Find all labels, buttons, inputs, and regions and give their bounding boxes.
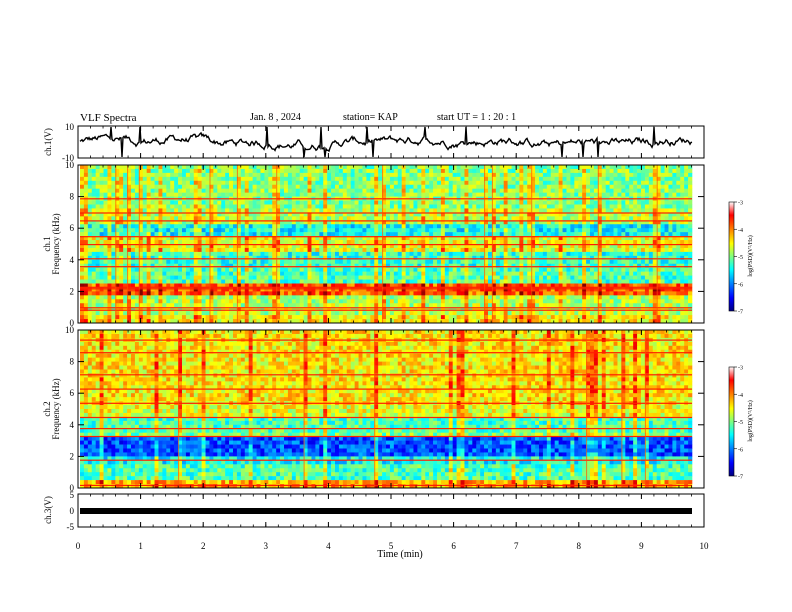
start-time-label: start UT = 1 : 20 : 1 (437, 112, 517, 123)
colorbar-tick-label: -6 (738, 447, 743, 453)
xtick-label: 4 (326, 541, 331, 551)
x-axis-label: Time (min) (377, 549, 422, 560)
xtick-label: 8 (577, 541, 582, 551)
xtick-label: 2 (201, 541, 206, 551)
ytick-label: 8 (70, 357, 75, 367)
xtick-label: 0 (76, 541, 81, 551)
xtick-label: 6 (451, 541, 456, 551)
ch2-spectrogram-panel: 0 2 4 6 8 10 ch.2 Frequency (kHz) -3 -4 -5 -6 -7 … (42, 325, 754, 493)
colorbar-tick-label: -4 (738, 228, 743, 234)
xtick-label: 1 (138, 541, 143, 551)
ch1-spectrogram-panel: 0 2 4 6 8 10 ch.1 Frequency (kHz) -3 -4 -5 -6 -7 … (42, 160, 754, 328)
xtick-label: 7 (514, 541, 519, 551)
chart-title: VLF Spectra (80, 112, 137, 124)
time-axis: 0 1 2 3 4 5 6 7 8 9 10 (76, 126, 709, 551)
ch2-spectrogram-image (80, 330, 693, 489)
ytick-label: 10 (65, 160, 75, 170)
ch2-spec-ylabel-2: Frequency (kHz) (51, 378, 61, 439)
ch2-colorbar: -3 -4 -5 -6 -7 log(PSD)(V²/Hz) (728, 366, 754, 481)
ch2-spec-ylabel-1: ch.2 (42, 401, 52, 416)
colorbar-tick-label: -6 (738, 282, 743, 288)
ch3-ytick-bottom: -5 (67, 522, 75, 532)
ch1-colorbar: -3 -4 -5 -6 -7 log(PSD)(V²/Hz) (728, 201, 754, 316)
ch3-ylabel: ch.3(V) (43, 496, 53, 524)
ch3-trace (80, 508, 692, 514)
colorbar-tick-label: -7 (738, 475, 743, 481)
ytick-label: 10 (65, 325, 75, 335)
xtick-label: 10 (700, 541, 710, 551)
ytick-label: 2 (70, 286, 75, 296)
ytick-label: 0 (70, 483, 75, 493)
colorbar-tick-label: -3 (738, 201, 743, 207)
ch3-ytick-mid: 0 (70, 506, 75, 516)
xtick-label: 3 (264, 541, 269, 551)
colorbar-tick-label: -5 (738, 420, 743, 426)
ytick-label: 6 (70, 223, 75, 233)
xtick-label: 5 (389, 541, 394, 551)
ch1-ylabel: ch.1(V) (43, 128, 53, 156)
ytick-label: 4 (70, 255, 75, 265)
ch1-waveform-panel: 10 -10 ch.1(V) (43, 122, 705, 163)
ch3-ytick-top: 5 (70, 490, 75, 500)
date-label: Jan. 8 , 2024 (250, 112, 301, 123)
xtick-label: 9 (639, 541, 644, 551)
ytick-label: 2 (70, 451, 75, 461)
ch2-colorbar-label: log(PSD)(V²/Hz) (747, 400, 754, 441)
colorbar-tick-label: -5 (738, 255, 743, 261)
ytick-label: 8 (70, 192, 75, 202)
colorbar-tick-label: -3 (738, 366, 743, 372)
ytick-label: 0 (70, 318, 75, 328)
colorbar-tick-label: -4 (738, 393, 743, 399)
ch1-spec-ylabel-2: Frequency (kHz) (51, 213, 61, 274)
ch3-panel: 5 0 -5 ch.3(V) (43, 490, 705, 532)
ch1-colorbar-label: log(PSD)(V²/Hz) (747, 235, 754, 276)
ytick-label: 4 (70, 420, 75, 430)
ch1-waveform-line (79, 126, 693, 158)
colorbar-tick-label: -7 (738, 310, 743, 316)
ch1-ytick-top: 10 (65, 122, 75, 132)
station-label: station= KAP (343, 112, 398, 123)
ytick-label: 6 (70, 388, 75, 398)
ch1-spec-ylabel-1: ch.1 (42, 236, 52, 251)
ch1-ytick-bottom: -10 (62, 153, 74, 163)
ch1-spectrogram-image (80, 165, 693, 324)
